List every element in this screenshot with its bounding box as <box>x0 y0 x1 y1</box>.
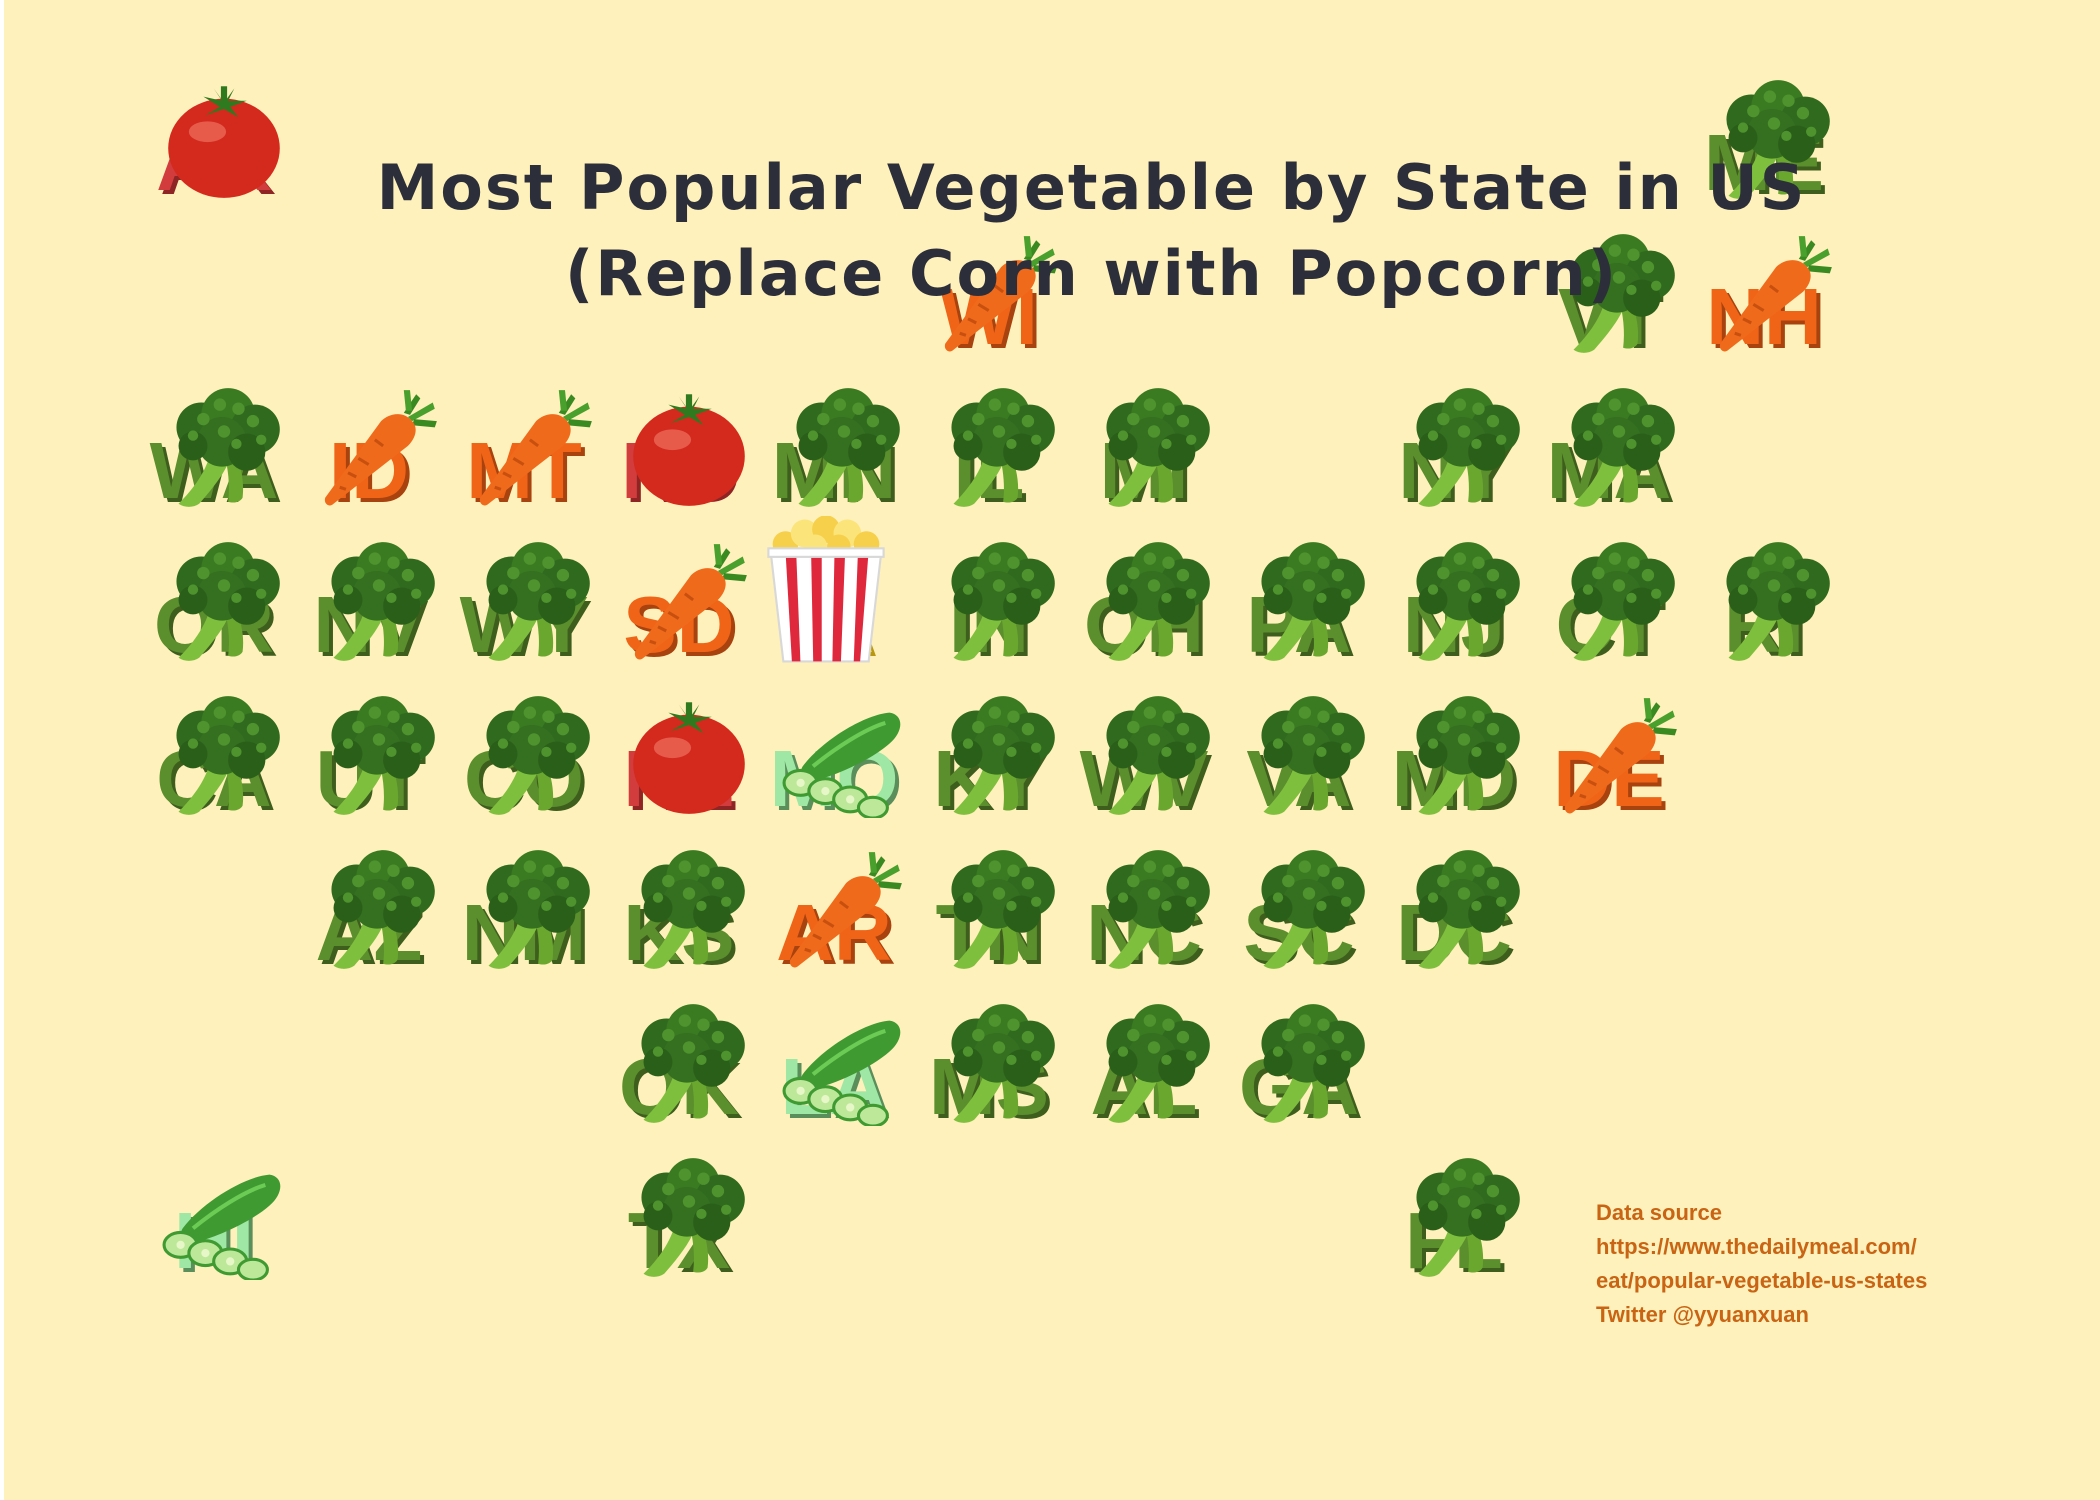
chart-canvas: AKAK MEME WIWI VTVT NHNH WAWA IDIDMTMTNDNDMNMN… <box>4 0 2100 1500</box>
state-tile-ms: MSMS <box>929 1004 1055 1135</box>
state-tile-az: AZAZ <box>316 850 435 981</box>
state-tile-tx: TXTX <box>628 1158 745 1289</box>
state-tile-ca: CACA <box>156 696 280 827</box>
state-tile-nv: NVNV <box>313 542 435 673</box>
state-tile-ri: RIRI <box>1724 542 1830 673</box>
popcorn-icon <box>767 516 885 663</box>
tomato-icon <box>633 702 745 814</box>
state-tile-nc: NCNC <box>1086 850 1210 981</box>
state-tile-de: DEDE <box>1553 696 1679 827</box>
state-tile-wv: WVWV <box>1080 696 1212 827</box>
state-tile-in: ININ <box>949 542 1055 673</box>
chart-title-line1: Most Popular Vegetable by State in US <box>376 151 1807 224</box>
state-tile-wi: WIWI <box>940 234 1059 365</box>
state-tile-vt: VTVT <box>1558 234 1675 365</box>
state-tile-fl: FLFL <box>1405 1158 1520 1289</box>
state-tile-tn: TNTN <box>936 850 1055 981</box>
state-tile-ct: CTCT <box>1556 542 1675 673</box>
state-tile-nj: NJNJ <box>1403 542 1520 673</box>
state-tile-nd: NDND <box>621 394 745 519</box>
state-tile-id: IDID <box>323 388 439 519</box>
state-tile-va: VAVA <box>1246 696 1365 827</box>
state-tile-al: ALAL <box>1091 1004 1210 1135</box>
state-tile-nm: NMNM <box>462 850 590 981</box>
state-tile-hi: HIHI <box>164 1175 280 1289</box>
state-tile-wa: WAWA <box>150 388 282 519</box>
state-tile-ia: IAIA <box>767 516 885 673</box>
state-tile-wy: WYWY <box>460 542 592 673</box>
state-tile-ky: KYKY <box>933 696 1055 827</box>
chart-title-line2: (Replace Corn with Popcorn) <box>564 237 1619 310</box>
state-tile-mi: MIMI <box>1100 388 1210 519</box>
state-tile-mt: MTMT <box>466 388 594 519</box>
source-url-line2[interactable]: eat/popular-vegetable-us-states <box>1596 1268 1928 1293</box>
data-source-note: Data source https://www.thedailymeal.com… <box>1596 1196 1927 1332</box>
state-tile-oh: OHOH <box>1084 542 1210 673</box>
state-tile-sc: SCSC <box>1243 850 1365 981</box>
state-tile-il: ILIL <box>951 388 1055 519</box>
chart-title: Most Popular Vegetable by State in US (R… <box>4 145 2100 317</box>
source-url-line1[interactable]: https://www.thedailymeal.com/ <box>1596 1234 1917 1259</box>
source-twitter[interactable]: Twitter @yyuanxuan <box>1596 1302 1809 1327</box>
state-tile-dc: DCDC <box>1396 850 1520 981</box>
state-tile-ok: OKOK <box>619 1004 745 1135</box>
tile-map: AKAK MEME WIWI VTVT NHNH WAWA IDIDMTMTNDNDMNMN… <box>150 80 1834 1289</box>
state-tile-ma: MAMA <box>1547 388 1675 519</box>
state-tile-nh: NHNH <box>1706 234 1834 365</box>
tomato-icon <box>633 394 745 506</box>
state-tile-ny: NYNY <box>1398 388 1520 519</box>
state-tile-ak: AKAK <box>156 86 280 211</box>
state-tile-me: MEME <box>1704 80 1830 211</box>
state-tile-mo: MOMO <box>770 713 902 827</box>
state-tile-ne: NENE <box>623 702 745 827</box>
state-tile-pa: PAPA <box>1246 542 1365 673</box>
state-tile-mn: MNMN <box>772 388 900 519</box>
source-heading: Data source <box>1596 1200 1722 1225</box>
state-tile-md: MDMD <box>1392 696 1520 827</box>
state-tile-la: LALA <box>781 1021 901 1135</box>
state-tile-sd: SDSD <box>623 542 749 673</box>
state-tile-ks: KSKS <box>623 850 745 981</box>
state-tile-ga: GAGA <box>1239 1004 1365 1135</box>
state-tile-ut: UTUT <box>316 696 435 827</box>
state-tile-co: COCO <box>464 696 590 827</box>
state-tile-ar: ARAR <box>776 850 904 981</box>
state-tile-or: OROR <box>154 542 280 673</box>
